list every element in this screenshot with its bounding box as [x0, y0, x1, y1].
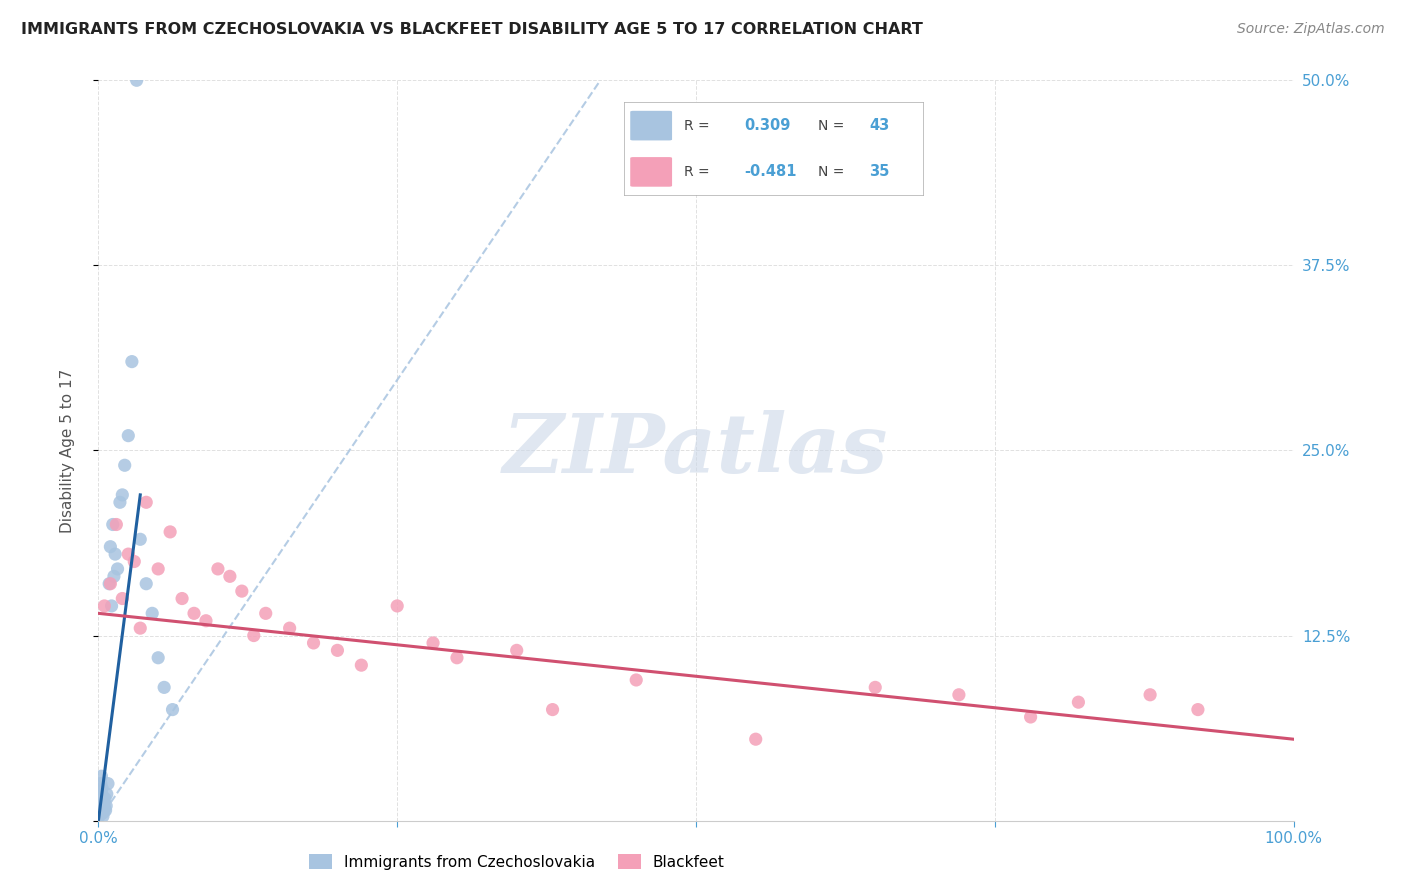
Point: [93, 796, 115, 810]
Point: [302, 636, 325, 650]
Point: [121, 354, 143, 368]
Point: [1187, 703, 1209, 717]
Point: [135, 495, 157, 509]
Point: [91, 791, 114, 805]
Point: [865, 681, 887, 695]
Point: [96, 798, 118, 813]
Point: [90, 796, 112, 810]
Point: [89, 791, 111, 805]
Y-axis label: Disability Age 5 to 17: Disability Age 5 to 17: [60, 368, 75, 533]
Point: [111, 488, 134, 502]
Point: [278, 621, 301, 635]
Point: [148, 562, 170, 576]
Point: [91, 798, 114, 813]
Point: [350, 658, 373, 673]
Point: [135, 576, 157, 591]
Text: Source: ZipAtlas.com: Source: ZipAtlas.com: [1237, 22, 1385, 37]
Text: IMMIGRANTS FROM CZECHOSLOVAKIA VS BLACKFEET DISABILITY AGE 5 TO 17 CORRELATION C: IMMIGRANTS FROM CZECHOSLOVAKIA VS BLACKF…: [21, 22, 922, 37]
Text: ZIPatlas: ZIPatlas: [503, 410, 889, 491]
Point: [89, 798, 111, 813]
Point: [129, 533, 152, 547]
Point: [90, 784, 112, 798]
Point: [183, 607, 205, 621]
Point: [159, 524, 181, 539]
Point: [124, 555, 146, 569]
Point: [89, 806, 111, 821]
Point: [103, 569, 125, 583]
Point: [98, 576, 122, 591]
Point: [141, 607, 163, 621]
Point: [89, 802, 111, 816]
Point: [93, 800, 115, 814]
Point: [446, 650, 468, 665]
Point: [129, 621, 152, 635]
Point: [506, 643, 529, 657]
Point: [100, 599, 122, 613]
Point: [90, 787, 112, 801]
Point: [105, 517, 128, 532]
Point: [107, 562, 129, 576]
Point: [104, 547, 127, 561]
Point: [1067, 695, 1090, 709]
Point: [94, 803, 117, 817]
Point: [162, 703, 184, 717]
Point: [207, 562, 229, 576]
Point: [172, 591, 194, 606]
Point: [195, 614, 218, 628]
Point: [108, 495, 131, 509]
Point: [91, 806, 114, 821]
Point: [1019, 710, 1042, 724]
Point: [243, 628, 266, 642]
Point: [948, 688, 970, 702]
Point: [93, 805, 115, 819]
Point: [385, 599, 409, 613]
Point: [101, 517, 124, 532]
Point: [98, 576, 121, 591]
Point: [90, 769, 112, 783]
Point: [219, 569, 242, 583]
Point: [1139, 688, 1161, 702]
Point: [117, 428, 139, 442]
Point: [422, 636, 444, 650]
Point: [125, 73, 148, 87]
Point: [93, 599, 115, 613]
Point: [114, 458, 136, 473]
Point: [91, 809, 114, 823]
Point: [745, 732, 768, 747]
Point: [153, 681, 176, 695]
Point: [93, 802, 115, 816]
Point: [98, 540, 122, 554]
Point: [254, 607, 277, 621]
Point: [326, 643, 349, 657]
Legend: Immigrants from Czechoslovakia, Blackfeet: Immigrants from Czechoslovakia, Blackfee…: [302, 847, 731, 876]
Point: [111, 591, 134, 606]
Point: [231, 584, 253, 599]
Point: [626, 673, 648, 687]
Point: [117, 547, 139, 561]
Point: [90, 776, 112, 791]
Point: [96, 787, 118, 801]
Point: [87, 809, 110, 823]
Point: [97, 776, 120, 791]
Point: [541, 703, 564, 717]
Point: [94, 791, 117, 805]
Point: [91, 780, 114, 795]
Point: [148, 650, 170, 665]
